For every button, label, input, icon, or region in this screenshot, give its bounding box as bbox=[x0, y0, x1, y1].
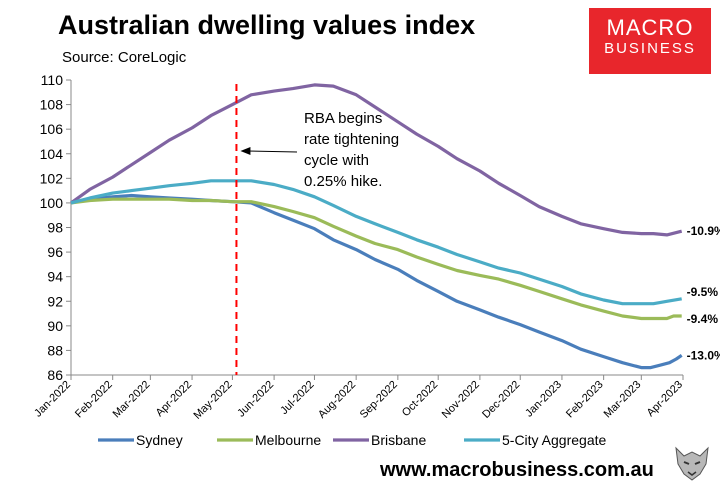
website-url: www.macrobusiness.com.au bbox=[380, 459, 654, 481]
series-line-5-city-aggregate bbox=[70, 179, 682, 306]
x-tick-label: Mar-2022 bbox=[111, 379, 153, 421]
legend-label: Brisbane bbox=[371, 432, 426, 448]
series-end-label: -9.4% bbox=[687, 312, 719, 326]
x-tick-label: Dec-2022 bbox=[480, 379, 522, 421]
x-tick-label: Nov-2022 bbox=[440, 379, 482, 421]
x-tick-label: Oct-2022 bbox=[400, 379, 440, 419]
y-tick-label: 92 bbox=[47, 293, 63, 309]
y-tick-label: 96 bbox=[47, 244, 63, 260]
series-end-label: -9.5% bbox=[687, 285, 719, 299]
y-tick-label: 108 bbox=[40, 97, 64, 113]
x-tick-label: Jul-2022 bbox=[278, 379, 316, 417]
x-tick-label: Jan-2022 bbox=[32, 379, 73, 420]
logo-line-2: BUSINESS bbox=[604, 40, 696, 57]
legend-label: Melbourne bbox=[255, 432, 321, 448]
annotation-arrow-line bbox=[246, 150, 298, 153]
x-tick-label: Feb-2022 bbox=[73, 379, 115, 421]
macrobusiness-logo: MACRO BUSINESS bbox=[589, 8, 711, 74]
x-tick-label: Mar-2023 bbox=[602, 379, 644, 421]
annotation-text-line: 0.25% hike. bbox=[304, 173, 382, 190]
y-tick-label: 102 bbox=[40, 170, 64, 186]
series-end-label: -10.9% bbox=[687, 224, 720, 238]
x-tick-label: Jan-2023 bbox=[523, 379, 564, 420]
x-tick-label: Sep-2022 bbox=[358, 379, 400, 421]
series-line-brisbane bbox=[70, 83, 683, 237]
series-line-sydney bbox=[70, 193, 683, 370]
logo-line-1: MACRO bbox=[606, 15, 694, 40]
x-tick-label: Feb-2023 bbox=[564, 379, 606, 421]
y-tick-label: 110 bbox=[41, 72, 64, 88]
series-end-label: -13.0% bbox=[687, 348, 720, 362]
legend-label: Sydney bbox=[136, 432, 183, 448]
y-tick-label: 104 bbox=[40, 146, 64, 162]
chart-subtitle: Source: CoreLogic bbox=[62, 49, 187, 66]
chart-title: Australian dwelling values index bbox=[58, 10, 476, 40]
annotation-text-line: RBA begins bbox=[304, 110, 382, 127]
y-tick-label: 98 bbox=[47, 220, 63, 236]
y-tick-label: 88 bbox=[47, 342, 63, 358]
annotation-text-line: cycle with bbox=[304, 152, 369, 169]
y-tick-label: 90 bbox=[47, 318, 63, 334]
series-line-melbourne bbox=[70, 197, 682, 321]
y-tick-label: 94 bbox=[47, 269, 63, 285]
legend-label: 5-City Aggregate bbox=[502, 432, 606, 448]
x-tick-label: Apr-2022 bbox=[154, 379, 194, 419]
x-tick-label: May-2022 bbox=[191, 379, 234, 422]
x-tick-label: Aug-2022 bbox=[316, 379, 358, 421]
y-tick-label: 100 bbox=[40, 195, 64, 211]
annotation-text-line: rate tightening bbox=[304, 131, 399, 148]
annotation-arrowhead bbox=[240, 147, 251, 155]
wolf-logo-icon bbox=[670, 440, 714, 484]
y-tick-label: 86 bbox=[47, 367, 63, 383]
y-tick-label: 106 bbox=[40, 121, 64, 137]
x-tick-label: Jun-2022 bbox=[235, 379, 276, 420]
x-tick-label: Apr-2023 bbox=[645, 379, 685, 419]
